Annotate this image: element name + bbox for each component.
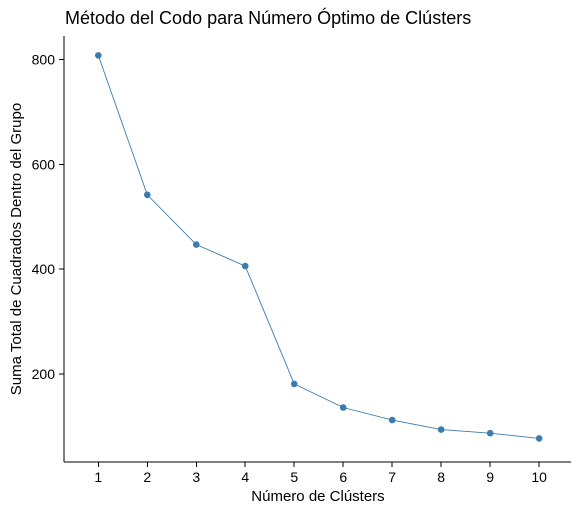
data-point (241, 262, 249, 270)
data-point (290, 380, 298, 388)
data-point (535, 435, 543, 442)
data-point (437, 426, 445, 433)
data-point (388, 416, 396, 424)
chart-title: Método del Codo para Número Óptimo de Cl… (65, 7, 471, 28)
data-point (143, 191, 151, 199)
x-tick-label: 10 (531, 469, 547, 485)
x-tick-label: 4 (241, 469, 249, 485)
series-line (97, 55, 540, 439)
x-tick-label: 6 (339, 469, 347, 485)
y-tick-label: 200 (32, 366, 56, 382)
y-tick-label: 800 (32, 52, 56, 68)
series (94, 52, 543, 442)
y-axis-label: Suma Total de Cuadrados Dentro del Grupo (8, 103, 25, 395)
y-tick-label: 600 (32, 156, 56, 172)
x-tick-label: 9 (486, 469, 494, 485)
axes (63, 36, 571, 463)
y-axis-ticks: 200 400 600 800 (32, 52, 64, 382)
data-point (339, 404, 347, 411)
x-tick-label: 3 (192, 469, 200, 485)
x-tick-label: 5 (290, 469, 298, 485)
x-tick-label: 8 (437, 469, 445, 485)
x-tick-label: 7 (388, 469, 396, 485)
y-tick-label: 400 (32, 261, 56, 277)
x-axis-ticks: 1 2 3 4 5 6 7 8 9 10 (94, 462, 547, 485)
data-point (94, 52, 102, 59)
x-axis-label: Número de Clústers (251, 488, 384, 505)
x-tick-label: 2 (143, 469, 151, 485)
x-tick-label: 1 (94, 469, 102, 485)
data-point (486, 429, 494, 437)
data-point (192, 241, 200, 248)
